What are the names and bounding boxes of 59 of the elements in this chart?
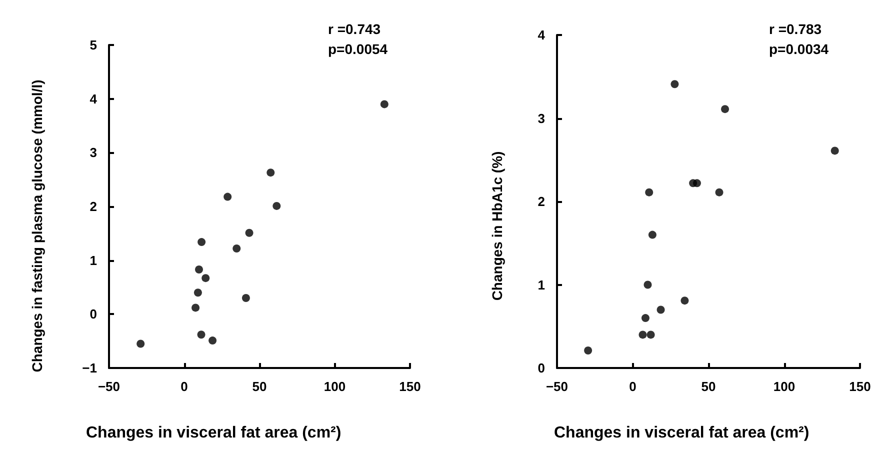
point xyxy=(638,330,647,339)
x-tick-label: 50 xyxy=(252,379,267,394)
point xyxy=(224,192,232,201)
x-tick-label: 100 xyxy=(324,379,346,394)
y-tick-label: 4 xyxy=(538,28,546,42)
x-tick-label: 150 xyxy=(849,379,871,394)
x-tick-label: 100 xyxy=(773,379,796,394)
y-tick-label: 3 xyxy=(90,145,97,160)
y-axis-title: Changes in HbA1c (%) xyxy=(489,151,505,301)
point xyxy=(644,280,652,289)
y-axis-title: Changes in fasting plasma glucose (mmol/l) xyxy=(29,80,45,372)
y-tick-label: 1 xyxy=(90,252,97,268)
point xyxy=(680,296,689,305)
y-tick-label: 3 xyxy=(538,110,545,126)
x-axis-title: Changes in visceral fat area (cm²) xyxy=(554,424,810,442)
point xyxy=(192,304,200,312)
x-tick-label: −50 xyxy=(98,379,120,394)
point xyxy=(645,188,654,196)
point xyxy=(721,105,730,114)
x-tick-label: 50 xyxy=(701,379,716,394)
point xyxy=(195,265,203,274)
point xyxy=(584,346,592,355)
x-tick-label: 0 xyxy=(180,379,188,394)
y-tick-label: 5 xyxy=(90,38,97,52)
point xyxy=(194,288,202,297)
y-tick-label: 2 xyxy=(90,199,97,214)
point xyxy=(641,314,650,322)
y-tick-label: −1 xyxy=(82,360,97,376)
point xyxy=(242,294,250,302)
point xyxy=(670,80,679,88)
annotation: p=0.0054 xyxy=(328,41,388,57)
x-tick-label: 0 xyxy=(629,379,636,394)
y-tick-label: 0 xyxy=(538,360,545,376)
point xyxy=(692,179,701,188)
annotation: p=0.0034 xyxy=(769,41,829,57)
point xyxy=(646,330,655,339)
text: r =0.743 xyxy=(328,21,381,37)
point xyxy=(136,340,145,348)
x-axis-title: Changes in visceral fat area (cm²) xyxy=(86,424,342,442)
y-tick-label: 1 xyxy=(538,277,545,292)
point xyxy=(380,100,388,108)
point xyxy=(197,330,206,339)
x-tick-label: 150 xyxy=(399,379,421,394)
point xyxy=(266,168,275,177)
y-tick-label: 2 xyxy=(538,194,545,209)
annotation: r =0.783 xyxy=(769,21,822,37)
point xyxy=(715,188,724,196)
point xyxy=(208,336,217,345)
point xyxy=(245,228,254,237)
point xyxy=(232,244,241,252)
y-tick-label: 4 xyxy=(90,91,98,106)
point xyxy=(198,238,206,246)
point xyxy=(202,274,210,282)
x-tick-label: −50 xyxy=(546,379,568,394)
point xyxy=(656,306,665,314)
point xyxy=(272,202,281,210)
point xyxy=(648,230,656,239)
y-tick-label: 0 xyxy=(90,306,97,322)
point xyxy=(830,146,839,155)
